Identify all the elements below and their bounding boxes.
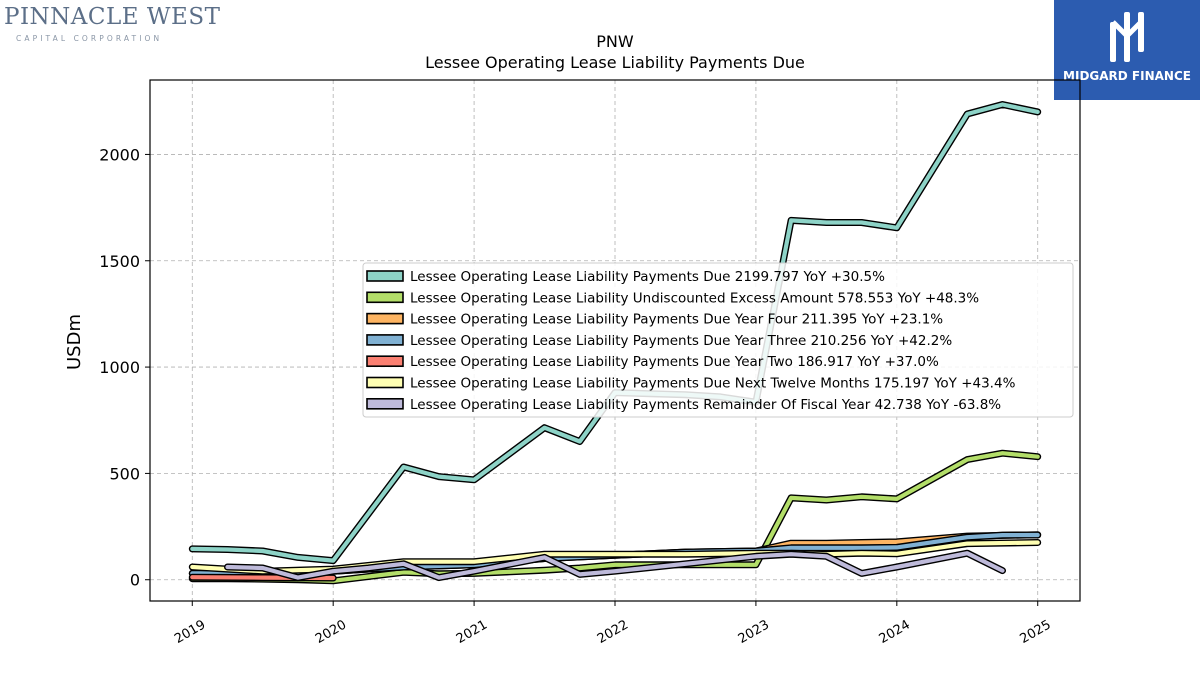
x-tick-label: 2020 xyxy=(313,617,349,647)
legend-swatch xyxy=(366,270,404,282)
company-name: PINNACLE WEST xyxy=(4,4,221,30)
legend-entry: Lessee Operating Lease Liability Payment… xyxy=(366,269,885,285)
x-tick-label: 2021 xyxy=(454,617,490,647)
legend-entry: Lessee Operating Lease Liability Undisco… xyxy=(366,290,979,306)
legend-swatch xyxy=(366,334,404,346)
x-tick-label: 2025 xyxy=(1018,617,1054,647)
company-logo: PINNACLE WEST CAPITAL CORPORATION xyxy=(4,4,220,44)
series-line-stroke xyxy=(225,551,1005,580)
y-tick-label: 500 xyxy=(109,464,140,483)
legend-entry: Lessee Operating Lease Liability Payment… xyxy=(366,397,1001,413)
legend-label: Lessee Operating Lease Liability Payment… xyxy=(410,312,943,328)
legend-box xyxy=(362,262,1074,418)
legend-entry: Lessee Operating Lease Liability Payment… xyxy=(366,312,943,328)
y-axis-label: USDm xyxy=(64,314,85,370)
chart-subtitle: Lessee Operating Lease Liability Payment… xyxy=(425,53,805,72)
x-tick-label: 2022 xyxy=(595,617,631,647)
legend-label: Lessee Operating Lease Liability Payment… xyxy=(410,354,939,370)
chart-title: PNW xyxy=(596,32,634,51)
brand-mark-icon xyxy=(1110,12,1144,62)
legend-swatch xyxy=(366,376,404,389)
y-tick-label: 0 xyxy=(130,571,140,590)
legend-swatch xyxy=(366,291,404,304)
legend-entry: Lessee Operating Lease Liability Payment… xyxy=(366,333,952,349)
x-tick-label: 2019 xyxy=(172,617,208,647)
brand-badge: MIDGARD FINANCE xyxy=(1054,0,1200,100)
legend-label: Lessee Operating Lease Liability Undisco… xyxy=(410,290,979,306)
legend-entry: Lessee Operating Lease Liability Payment… xyxy=(366,376,1016,392)
company-subtitle: CAPITAL CORPORATION xyxy=(16,34,163,43)
y-tick-label: 1000 xyxy=(99,358,140,377)
x-tick-label: 2024 xyxy=(877,617,913,647)
brand-badge-text: MIDGARD FINANCE xyxy=(1063,69,1191,83)
y-tick-label: 1500 xyxy=(99,252,140,271)
y-tick-label: 2000 xyxy=(99,145,140,164)
legend-swatch xyxy=(366,397,404,410)
legend-swatch xyxy=(366,355,404,368)
legend-entry: Lessee Operating Lease Liability Payment… xyxy=(366,354,939,370)
legend-label: Lessee Operating Lease Liability Payment… xyxy=(410,269,885,285)
legend-label: Lessee Operating Lease Liability Payment… xyxy=(410,333,952,349)
legend-swatch xyxy=(366,312,404,325)
legend: Lessee Operating Lease Liability Payment… xyxy=(362,262,1074,418)
legend-label: Lessee Operating Lease Liability Payment… xyxy=(410,376,1016,392)
x-tick-label: 2023 xyxy=(736,617,772,647)
series-line xyxy=(224,549,1006,582)
legend-label: Lessee Operating Lease Liability Payment… xyxy=(410,397,1001,413)
